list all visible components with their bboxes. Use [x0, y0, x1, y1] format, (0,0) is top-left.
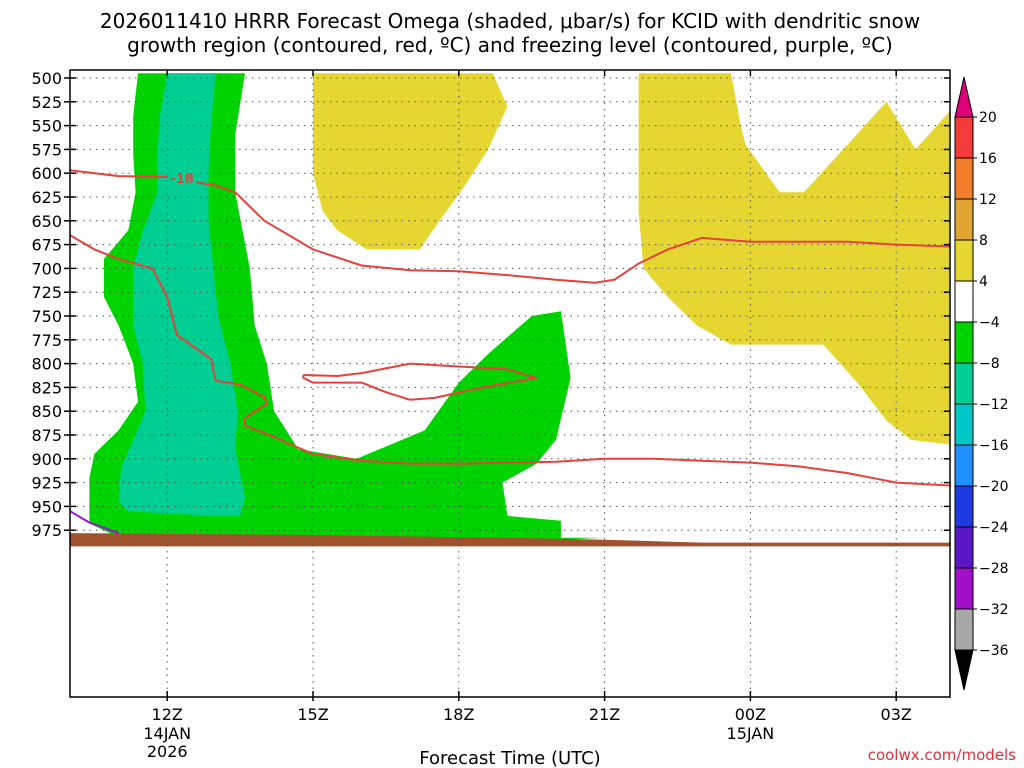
y-tick-label: 550 [31, 117, 62, 136]
colorbar-bin [954, 444, 974, 487]
y-tick-label: 650 [31, 212, 62, 231]
colorbar-bin [954, 321, 974, 364]
colorbar-bin [954, 608, 974, 651]
x-tick-label: 12Z [152, 705, 183, 724]
colorbar-label: −12 [979, 397, 1009, 413]
contour-line-1 [69, 234, 950, 487]
colorbar-bin [954, 239, 974, 282]
grid [70, 70, 950, 697]
x-tick-label: 21Z [589, 705, 620, 724]
x-tick-date: 15JAN [727, 724, 775, 743]
colorbar-bin [954, 198, 974, 241]
colorbar-bin [954, 567, 974, 610]
colorbar-bin [954, 157, 974, 200]
colorbar-label: 12 [979, 192, 997, 208]
y-tick-label: 525 [31, 93, 62, 112]
y-tick-label: 750 [31, 307, 62, 326]
contour-line-3 [69, 510, 119, 535]
y-tick-label: 600 [31, 164, 62, 183]
contour-label-bg [168, 170, 197, 185]
omega-region-3 [638, 73, 950, 445]
y-tick-label: 575 [31, 140, 62, 159]
x-tick-label: 03Z [881, 705, 912, 724]
contour-label: -18 [170, 172, 194, 187]
y-tick-label: 975 [31, 521, 62, 540]
colorbar-label: 8 [979, 233, 988, 249]
x-tick-label: 15Z [297, 705, 328, 724]
colorbar-top-arrow [954, 76, 974, 118]
colorbar-label: −20 [979, 479, 1009, 495]
terrain [70, 533, 950, 547]
plot-frame [69, 69, 951, 698]
x-tick-date: 14JAN [143, 724, 191, 743]
colorbar-label: −36 [979, 643, 1009, 659]
y-tick-label: 875 [31, 426, 62, 445]
chart-title-line1: 2026011410 HRRR Forecast Omega (shaded, … [100, 9, 920, 33]
colorbar-bin [954, 280, 974, 323]
y-tick-label: 900 [31, 450, 62, 469]
colorbar-label: 4 [979, 274, 988, 290]
colorbar: 20 16 12 8 4 −4 −8 −12 −16 −20 −24 −28 −32 −36 [954, 76, 1009, 691]
colorbar-label: −32 [979, 602, 1009, 618]
colorbar-label: −8 [979, 356, 1000, 372]
plot-area: -18 500 525 550 575 600 625 650 675 700 725 750 775… [31, 69, 951, 761]
y-axis: 500 525 550 575 600 625 650 675 700 725 750 775 800 8… [31, 69, 950, 540]
colorbar-label: −16 [979, 438, 1009, 454]
omega-shading [89, 73, 950, 540]
omega-region-1 [118, 73, 245, 516]
colorbar-bin [954, 116, 974, 159]
y-tick-label: 725 [31, 283, 62, 302]
credit-text: coolwx.com/models [868, 746, 1016, 764]
y-tick-label: 925 [31, 474, 62, 493]
x-tick-year: 2026 [147, 742, 188, 761]
y-tick-label: 850 [31, 402, 62, 421]
colorbar-bin [954, 362, 974, 405]
colorbar-label: −4 [979, 315, 1000, 331]
colorbar-bottom-arrow [954, 649, 974, 691]
x-tick-label: 18Z [443, 705, 474, 724]
y-tick-label: 700 [31, 259, 62, 278]
y-tick-label: 775 [31, 331, 62, 350]
y-tick-label: 825 [31, 378, 62, 397]
colorbar-label: 16 [979, 151, 997, 167]
x-axis-label: Forecast Time (UTC) [419, 748, 600, 768]
omega-region-2 [313, 73, 508, 250]
y-tick-label: 675 [31, 236, 62, 255]
y-tick-label: 800 [31, 355, 62, 374]
colorbar-label: −28 [979, 561, 1009, 577]
y-tick-label: 625 [31, 188, 62, 207]
contours: -18 [69, 169, 950, 535]
colorbar-label: 20 [979, 110, 997, 126]
terrain-band [70, 533, 950, 547]
colorbar-bin [954, 485, 974, 528]
y-tick-label: 950 [31, 497, 62, 516]
chart-title-line2: growth region (contoured, red, ºC) and f… [127, 33, 893, 57]
colorbar-label: −24 [979, 520, 1009, 536]
colorbar-bin [954, 403, 974, 446]
contour-line-2 [302, 362, 538, 401]
x-tick-label: 00Z [735, 705, 766, 724]
colorbar-bin [954, 526, 974, 569]
contour-line-0 [69, 169, 950, 284]
y-tick-label: 500 [31, 69, 62, 88]
